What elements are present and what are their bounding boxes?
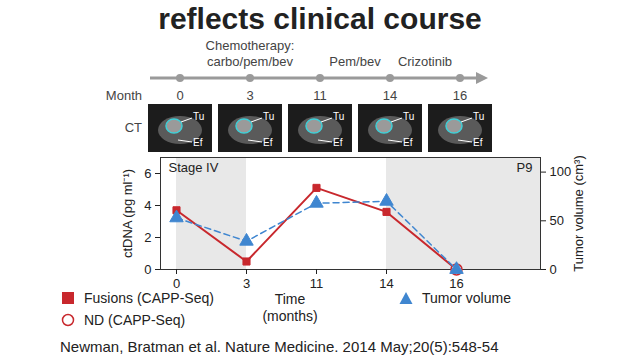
svg-text:Ef: Ef <box>473 137 483 148</box>
svg-text:4: 4 <box>144 198 151 213</box>
svg-text:16: 16 <box>453 88 467 103</box>
svg-text:3: 3 <box>246 88 253 103</box>
html-text:Time (months): Time (months) <box>262 291 318 324</box>
svg-text:0: 0 <box>550 262 557 277</box>
svg-text:Crizotinib: Crizotinib <box>398 54 452 69</box>
svg-text:3: 3 <box>243 276 250 291</box>
svg-text:0: 0 <box>176 88 183 103</box>
html-text:Tumor volume: Tumor volume <box>422 290 511 306</box>
svg-text:100: 100 <box>550 164 572 179</box>
svg-text:P9: P9 <box>517 160 533 175</box>
svg-text:Pem/bev: Pem/bev <box>329 54 381 69</box>
svg-text:2: 2 <box>144 230 151 245</box>
svg-text:11: 11 <box>313 88 327 103</box>
svg-text:11: 11 <box>310 276 324 291</box>
svg-text:0: 0 <box>173 276 180 291</box>
svg-text:ctDNA (pg ml⁻¹): ctDNA (pg ml⁻¹) <box>120 169 135 258</box>
svg-text:Chemotherapy:: Chemotherapy: <box>206 38 295 53</box>
svg-text:Stage IV: Stage IV <box>169 160 219 175</box>
html-text:Newman, Bratman et al. Nature: Newman, Bratman et al. Nature Medicine. … <box>60 338 499 355</box>
html-text:Fusions (CAPP-Seq): Fusions (CAPP-Seq) <box>84 290 214 306</box>
svg-text:14: 14 <box>383 88 397 103</box>
svg-text:CT: CT <box>125 120 142 135</box>
svg-text:Ef: Ef <box>333 137 343 148</box>
svg-text:Tu: Tu <box>263 111 274 122</box>
svg-text:carbo/pem/bev: carbo/pem/bev <box>207 54 293 69</box>
svg-text:50: 50 <box>550 213 564 228</box>
svg-text:Tumor volume (cm³): Tumor volume (cm³) <box>571 155 586 272</box>
svg-text:Month: Month <box>106 88 142 103</box>
svg-text:Ef: Ef <box>193 137 203 148</box>
svg-text:Ef: Ef <box>403 137 413 148</box>
svg-text:Tu: Tu <box>403 111 414 122</box>
svg-text:6: 6 <box>144 166 151 181</box>
html-text:ND (CAPP-Seq): ND (CAPP-Seq) <box>84 312 186 328</box>
svg-text:Tu: Tu <box>193 111 204 122</box>
svg-text:Tu: Tu <box>333 111 344 122</box>
svg-text:16: 16 <box>449 276 463 291</box>
svg-text:14: 14 <box>379 276 393 291</box>
html-text:reflects clinical course: reflects clinical course <box>158 2 482 35</box>
svg-text:Tu: Tu <box>473 111 484 122</box>
svg-text:0: 0 <box>144 262 151 277</box>
svg-text:Ef: Ef <box>263 137 273 148</box>
